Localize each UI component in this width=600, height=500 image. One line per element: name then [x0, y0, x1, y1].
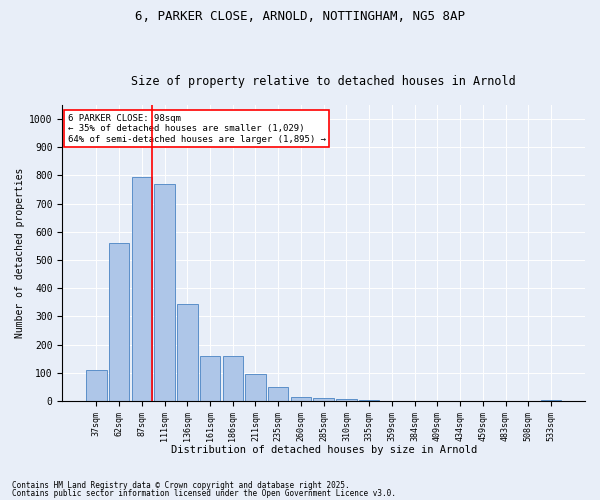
- Bar: [177, 304, 197, 401]
- Bar: [223, 356, 243, 401]
- Bar: [541, 400, 561, 401]
- Bar: [245, 374, 266, 401]
- X-axis label: Distribution of detached houses by size in Arnold: Distribution of detached houses by size …: [170, 445, 477, 455]
- Bar: [313, 398, 334, 401]
- Bar: [154, 184, 175, 401]
- Bar: [86, 370, 107, 401]
- Bar: [109, 243, 130, 401]
- Bar: [336, 399, 356, 401]
- Text: 6, PARKER CLOSE, ARNOLD, NOTTINGHAM, NG5 8AP: 6, PARKER CLOSE, ARNOLD, NOTTINGHAM, NG5…: [135, 10, 465, 23]
- Y-axis label: Number of detached properties: Number of detached properties: [15, 168, 25, 338]
- Bar: [131, 177, 152, 401]
- Bar: [200, 356, 220, 401]
- Text: 6 PARKER CLOSE: 98sqm
← 35% of detached houses are smaller (1,029)
64% of semi-d: 6 PARKER CLOSE: 98sqm ← 35% of detached …: [68, 114, 326, 144]
- Text: Contains HM Land Registry data © Crown copyright and database right 2025.: Contains HM Land Registry data © Crown c…: [12, 481, 350, 490]
- Bar: [382, 400, 402, 401]
- Text: Contains public sector information licensed under the Open Government Licence v3: Contains public sector information licen…: [12, 488, 396, 498]
- Bar: [359, 400, 379, 401]
- Title: Size of property relative to detached houses in Arnold: Size of property relative to detached ho…: [131, 76, 516, 88]
- Bar: [268, 387, 289, 401]
- Bar: [291, 397, 311, 401]
